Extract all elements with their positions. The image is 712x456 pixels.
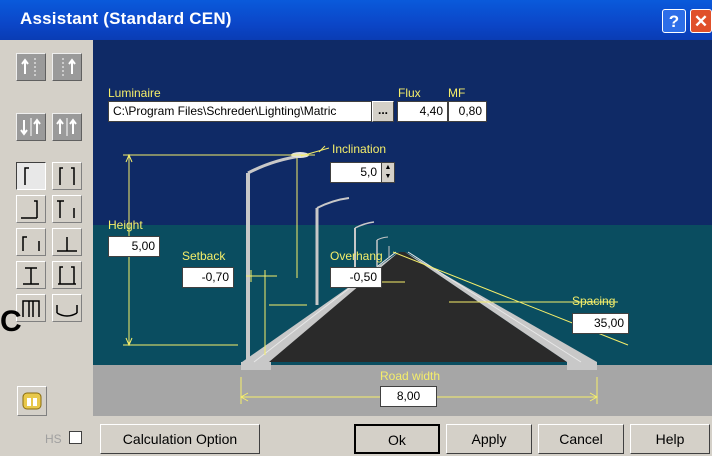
road-width-label: Road width xyxy=(380,369,441,383)
pole-central-tool[interactable] xyxy=(52,228,82,256)
spacing-label: Spacing xyxy=(572,294,616,308)
spin-up-icon[interactable]: ▲ xyxy=(384,164,392,171)
help-title-button[interactable]: ? xyxy=(662,9,686,33)
pole-twin-central-tool[interactable] xyxy=(16,294,46,322)
spin-down-icon[interactable]: ▼ xyxy=(384,173,392,180)
flux-field[interactable]: 4,40 xyxy=(397,101,448,122)
two-way-down-up-tool[interactable] xyxy=(16,113,46,141)
height-label: Height xyxy=(108,218,143,232)
pole-both-tool[interactable] xyxy=(52,162,82,190)
pole-double-arm-tool[interactable] xyxy=(16,261,46,289)
title-bar: Assistant (Standard CEN) ? ✕ xyxy=(0,0,712,40)
inclination-field[interactable]: 5,0 xyxy=(330,162,382,183)
luminaire-path-field[interactable]: C:\Program Files\Schreder\Lighting\Matri… xyxy=(108,101,372,122)
hs-checkbox[interactable] xyxy=(69,431,82,444)
hs-label: HS xyxy=(45,432,62,446)
catenary-tool[interactable] xyxy=(52,294,82,322)
inclination-label: Inclination xyxy=(332,142,387,156)
browse-luminaire-button[interactable]: ... xyxy=(372,101,394,122)
pole-right-tool[interactable] xyxy=(16,195,46,223)
luminaire-library-icon[interactable] xyxy=(17,386,47,416)
road-width-field[interactable]: 8,00 xyxy=(380,386,437,407)
apply-button[interactable]: Apply xyxy=(446,424,532,454)
pole-opposite-tool[interactable] xyxy=(52,195,82,223)
setback-field[interactable]: -0,70 xyxy=(182,267,234,288)
road-scene xyxy=(93,40,712,416)
overhang-label: Overhang xyxy=(330,249,383,263)
luminaire-label: Luminaire xyxy=(108,86,161,100)
calculation-option-button[interactable]: Calculation Option xyxy=(100,424,260,454)
ok-button[interactable]: Ok xyxy=(354,424,440,454)
pole-staggered-tool[interactable] xyxy=(16,228,46,256)
close-button[interactable]: ✕ xyxy=(690,9,712,33)
mf-label: MF xyxy=(448,86,466,100)
stray-glyph: C xyxy=(0,305,22,338)
single-side-right-tool[interactable] xyxy=(52,53,82,81)
spacing-field[interactable]: 35,00 xyxy=(572,313,629,334)
window-title: Assistant (Standard CEN) xyxy=(20,9,232,28)
height-field[interactable]: 5,00 xyxy=(108,236,160,257)
cancel-button[interactable]: Cancel xyxy=(538,424,624,454)
pole-both-sides-tool[interactable] xyxy=(52,261,82,289)
setback-label: Setback xyxy=(182,249,226,263)
pole-left-tool[interactable] xyxy=(16,162,46,190)
sky xyxy=(93,40,712,225)
single-side-left-tool[interactable] xyxy=(16,53,46,81)
two-way-up-up-tool[interactable] xyxy=(52,113,82,141)
help-button[interactable]: Help xyxy=(630,424,710,454)
mf-field[interactable]: 0,80 xyxy=(448,101,487,122)
overhang-field[interactable]: -0,50 xyxy=(330,267,382,288)
flux-label: Flux xyxy=(398,86,421,100)
inclination-spinner[interactable]: ▲ ▼ xyxy=(381,162,395,183)
